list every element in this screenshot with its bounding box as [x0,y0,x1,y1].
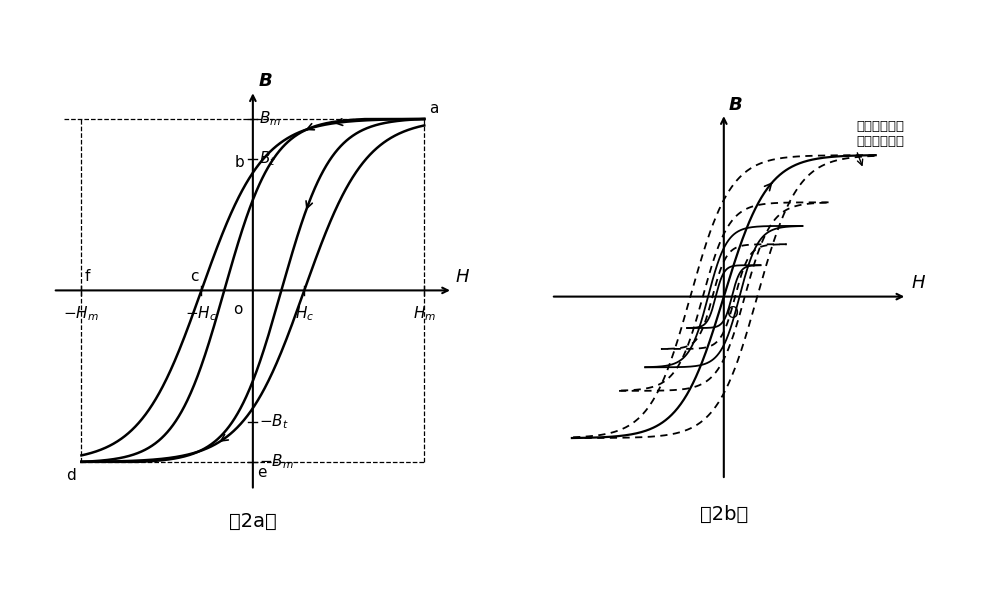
Text: f: f [84,269,90,283]
Text: $-B_m$: $-B_m$ [259,453,293,471]
Text: $-H_c$: $-H_c$ [185,305,217,323]
Text: b: b [235,155,244,170]
Text: o: o [233,302,243,317]
Text: （2a）: （2a） [229,513,277,532]
Text: $-H_m$: $-H_m$ [63,305,99,323]
Text: $-B_t$: $-B_t$ [259,413,288,431]
Text: e: e [257,464,267,480]
Text: a: a [429,101,438,116]
Text: 基本磁化曲线
（单値函数）: 基本磁化曲线 （单値函数） [856,120,904,148]
Text: c: c [190,269,199,283]
Text: （2b）: （2b） [700,505,748,524]
Text: B: B [729,96,743,115]
Text: d: d [66,468,76,482]
Text: $H_m$: $H_m$ [413,305,436,323]
Text: B: B [259,73,272,91]
Text: H: H [911,274,925,293]
Text: O: O [726,306,738,321]
Text: H: H [456,268,469,286]
Text: $B_t$: $B_t$ [259,150,276,168]
Text: $H_c$: $H_c$ [295,305,314,323]
Text: $B_m$: $B_m$ [259,110,281,128]
